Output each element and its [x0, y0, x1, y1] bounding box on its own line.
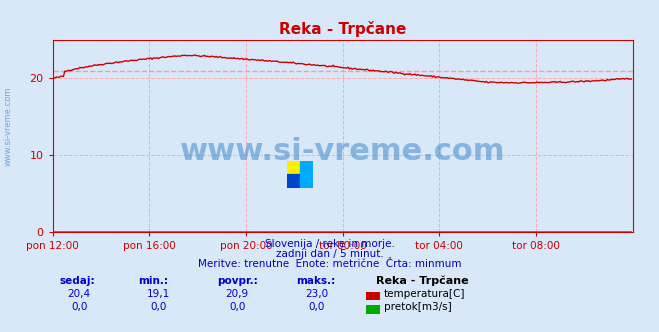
Text: povpr.:: povpr.:	[217, 276, 258, 286]
Bar	[300, 174, 313, 188]
Text: Slovenija / reke in morje.: Slovenija / reke in morje.	[264, 239, 395, 249]
Text: Meritve: trenutne  Enote: metrične  Črta: minmum: Meritve: trenutne Enote: metrične Črta: …	[198, 259, 461, 269]
Text: temperatura[C]: temperatura[C]	[384, 289, 465, 299]
Bar	[287, 174, 300, 188]
Text: 19,1: 19,1	[146, 289, 170, 299]
Text: Reka - Trpčane: Reka - Trpčane	[376, 275, 469, 286]
Text: 20,9: 20,9	[225, 289, 249, 299]
Text: zadnji dan / 5 minut.: zadnji dan / 5 minut.	[275, 249, 384, 259]
Text: 0,0: 0,0	[308, 302, 324, 312]
Text: pretok[m3/s]: pretok[m3/s]	[384, 302, 451, 312]
Text: 20,4: 20,4	[67, 289, 91, 299]
Title: Reka - Trpčane: Reka - Trpčane	[279, 21, 407, 37]
Text: www.si-vreme.com: www.si-vreme.com	[180, 137, 505, 166]
Text: 0,0: 0,0	[150, 302, 166, 312]
Text: maks.:: maks.:	[297, 276, 336, 286]
Bar	[300, 161, 313, 174]
Text: 23,0: 23,0	[304, 289, 328, 299]
Text: www.si-vreme.com: www.si-vreme.com	[3, 86, 13, 166]
Text: 0,0: 0,0	[71, 302, 87, 312]
Text: sedaj:: sedaj:	[59, 276, 95, 286]
Bar	[287, 161, 300, 174]
Text: min.:: min.:	[138, 276, 169, 286]
Text: 0,0: 0,0	[229, 302, 245, 312]
